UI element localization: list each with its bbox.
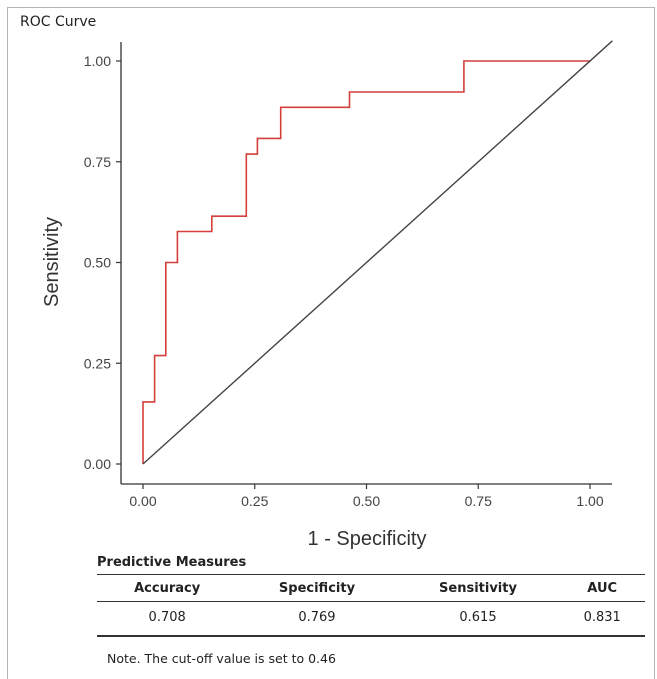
y-tick-label: 0.50	[84, 255, 111, 271]
axes: 0.00 0.25 0.50 0.75 1.00 0.00 0.25 0.50 0.75 1.00	[84, 42, 612, 509]
table-note: Note. The cut-off value is set to 0.46	[107, 651, 336, 666]
y-tick-label: 1.00	[84, 53, 111, 69]
x-tick-label: 0.25	[241, 493, 268, 509]
value-accuracy: 0.708	[97, 601, 238, 637]
roc-curve-line	[142, 60, 590, 464]
value-sensitivity: 0.615	[396, 601, 560, 637]
x-tick-label: 0.00	[129, 493, 156, 509]
y-axis-label: Sensitivity	[41, 217, 63, 307]
table-header-row: Accuracy Specificity Sensitivity AUC	[97, 574, 645, 602]
measures-title: Predictive Measures	[97, 555, 247, 570]
x-tick-label: 1.00	[576, 493, 603, 509]
roc-chart: 0.00 0.25 0.50 0.75 1.00 0.00 0.25 0.50 0.75 1.00…	[41, 40, 613, 550]
measures-table: Accuracy Specificity Sensitivity AUC 0.7…	[97, 574, 645, 637]
x-axis-label: 1 - Specificity	[308, 528, 427, 550]
y-tick-label: 0.25	[84, 355, 111, 371]
chart-marks	[142, 40, 613, 465]
table-row: 0.708 0.769 0.615 0.831	[97, 601, 645, 637]
predictive-measures: Predictive Measures Accuracy Specificity…	[97, 555, 645, 637]
y-tick-label: 0.00	[84, 456, 111, 472]
x-tick-label: 0.75	[465, 493, 492, 509]
header-sensitivity: Sensitivity	[396, 574, 560, 602]
x-tick-label: 0.50	[353, 493, 380, 509]
panel-title: ROC Curve	[20, 14, 97, 30]
value-auc: 0.831	[559, 601, 645, 637]
output-frame	[7, 7, 655, 679]
header-auc: AUC	[559, 574, 645, 602]
header-specificity: Specificity	[237, 574, 397, 602]
value-specificity: 0.769	[237, 601, 397, 637]
y-tick-label: 0.75	[84, 154, 111, 170]
header-accuracy: Accuracy	[97, 574, 238, 602]
chance-diagonal-line	[142, 40, 613, 465]
